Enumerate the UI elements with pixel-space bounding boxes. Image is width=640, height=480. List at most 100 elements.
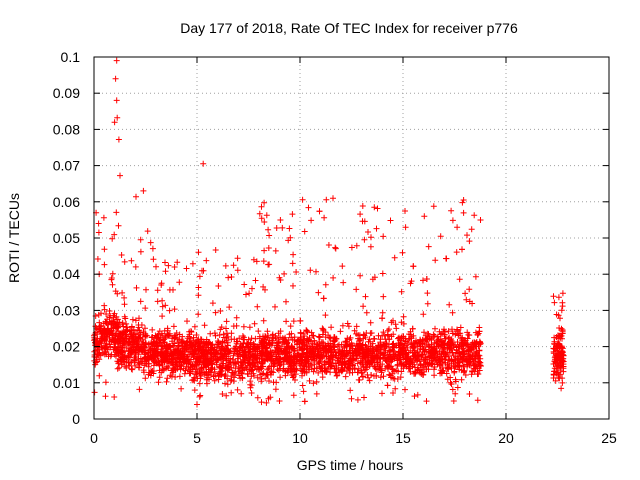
- data-point: [386, 371, 393, 378]
- data-point: [96, 319, 103, 326]
- data-point: [550, 293, 557, 300]
- data-point: [559, 303, 566, 310]
- data-point: [414, 356, 421, 363]
- data-point: [386, 336, 393, 343]
- data-point: [250, 370, 257, 377]
- data-point: [143, 286, 149, 293]
- data-point: [158, 330, 165, 337]
- data-point: [285, 237, 292, 244]
- data-point: [178, 385, 185, 392]
- data-point: [246, 290, 253, 297]
- data-point: [245, 336, 252, 343]
- data-point: [465, 354, 472, 361]
- data-point: [129, 366, 136, 373]
- data-point: [431, 366, 437, 373]
- data-point: [307, 267, 314, 274]
- y-tick-label: 0.08: [53, 121, 80, 137]
- data-point: [266, 378, 272, 384]
- data-point: [95, 311, 102, 318]
- data-point: [306, 377, 313, 384]
- data-point: [174, 259, 181, 266]
- data-point: [288, 366, 295, 373]
- data-point: [416, 340, 423, 347]
- data-point: [421, 213, 428, 220]
- data-point: [356, 351, 363, 358]
- data-point: [367, 357, 374, 364]
- data-point: [414, 391, 421, 398]
- data-point: [260, 283, 267, 290]
- data-point: [186, 370, 193, 377]
- data-point: [176, 373, 183, 380]
- data-point: [395, 368, 402, 375]
- data-point: [132, 347, 139, 354]
- data-point: [420, 371, 427, 378]
- data-point: [359, 347, 366, 354]
- data-point: [258, 378, 265, 385]
- data-point: [123, 333, 130, 340]
- data-point: [288, 330, 295, 337]
- data-point: [100, 214, 107, 221]
- data-point: [357, 272, 364, 279]
- data-point: [198, 364, 205, 371]
- data-point: [290, 251, 297, 258]
- data-point: [259, 350, 266, 356]
- data-point: [423, 366, 430, 373]
- data-point: [380, 293, 387, 300]
- data-point: [394, 361, 401, 368]
- data-point: [332, 245, 339, 252]
- data-point: [299, 346, 306, 353]
- data-point: [466, 332, 473, 339]
- data-point: [176, 331, 183, 338]
- data-point: [310, 333, 317, 339]
- data-point: [283, 318, 290, 325]
- data-point: [419, 341, 426, 348]
- y-tick-label: 0.09: [53, 85, 80, 101]
- data-point: [476, 328, 483, 335]
- data-point: [300, 388, 307, 395]
- data-point: [222, 380, 228, 387]
- data-point: [199, 344, 206, 351]
- data-point: [316, 334, 323, 341]
- data-point: [215, 373, 222, 380]
- data-point: [135, 364, 142, 371]
- data-point: [252, 277, 259, 284]
- data-point: [112, 321, 119, 327]
- x-tick-label: 20: [498, 430, 514, 446]
- data-point: [150, 256, 157, 263]
- data-point: [121, 301, 128, 308]
- data-point: [158, 282, 165, 288]
- data-point: [377, 354, 384, 361]
- data-point: [279, 224, 286, 231]
- data-point: [360, 374, 366, 380]
- data-point: [330, 337, 337, 344]
- data-point: [391, 344, 398, 351]
- data-point: [359, 203, 366, 209]
- data-point: [345, 323, 352, 330]
- data-point: [123, 364, 130, 371]
- data-point: [196, 380, 203, 387]
- data-point: [411, 370, 417, 377]
- data-point: [334, 357, 341, 364]
- data-point: [270, 379, 277, 386]
- data-point: [557, 315, 563, 322]
- data-point: [374, 205, 381, 212]
- data-point: [448, 341, 455, 347]
- x-tick-label: 15: [395, 430, 411, 446]
- data-point: [410, 263, 417, 270]
- data-point: [301, 341, 308, 348]
- data-point: [273, 335, 280, 342]
- data-point: [102, 379, 109, 386]
- data-point: [94, 256, 101, 262]
- data-points: [91, 57, 567, 408]
- data-point: [121, 313, 128, 320]
- data-point: [355, 332, 362, 339]
- data-point: [94, 358, 101, 365]
- data-point: [428, 355, 435, 362]
- data-point: [261, 199, 268, 206]
- data-point: [390, 390, 396, 396]
- data-point: [454, 224, 461, 231]
- data-point: [323, 345, 330, 352]
- data-point: [301, 228, 308, 235]
- data-point: [142, 340, 149, 347]
- data-point: [402, 208, 408, 214]
